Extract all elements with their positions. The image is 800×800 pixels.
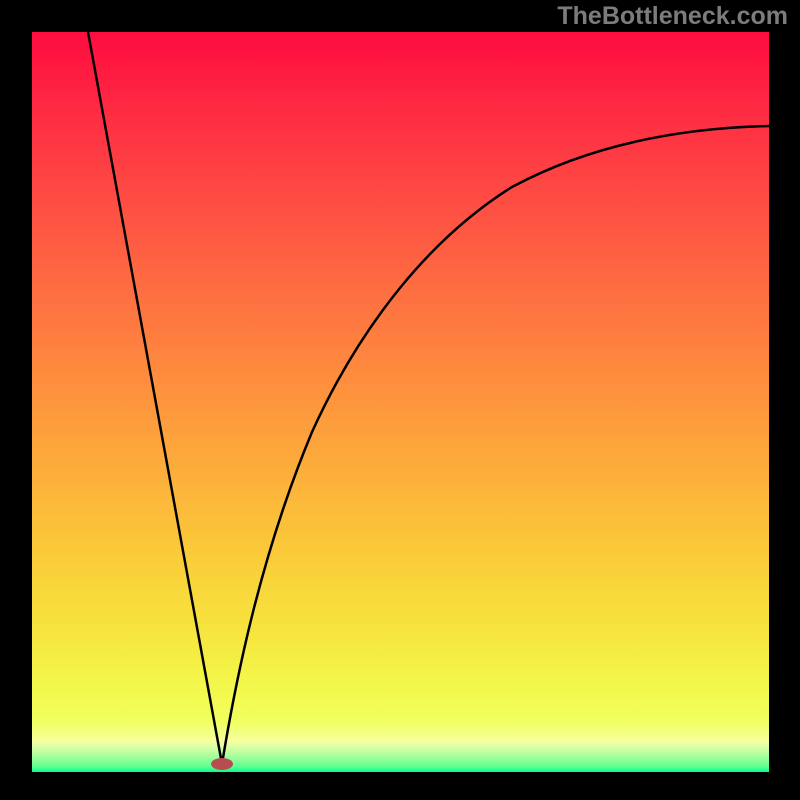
optimum-marker: [211, 758, 233, 770]
attribution-label: TheBottleneck.com: [557, 2, 788, 31]
plot-area: [32, 32, 769, 772]
chart-frame: TheBottleneck.com: [0, 0, 800, 800]
gradient-background: [32, 32, 769, 772]
bottleneck-curve-chart: [32, 32, 769, 772]
